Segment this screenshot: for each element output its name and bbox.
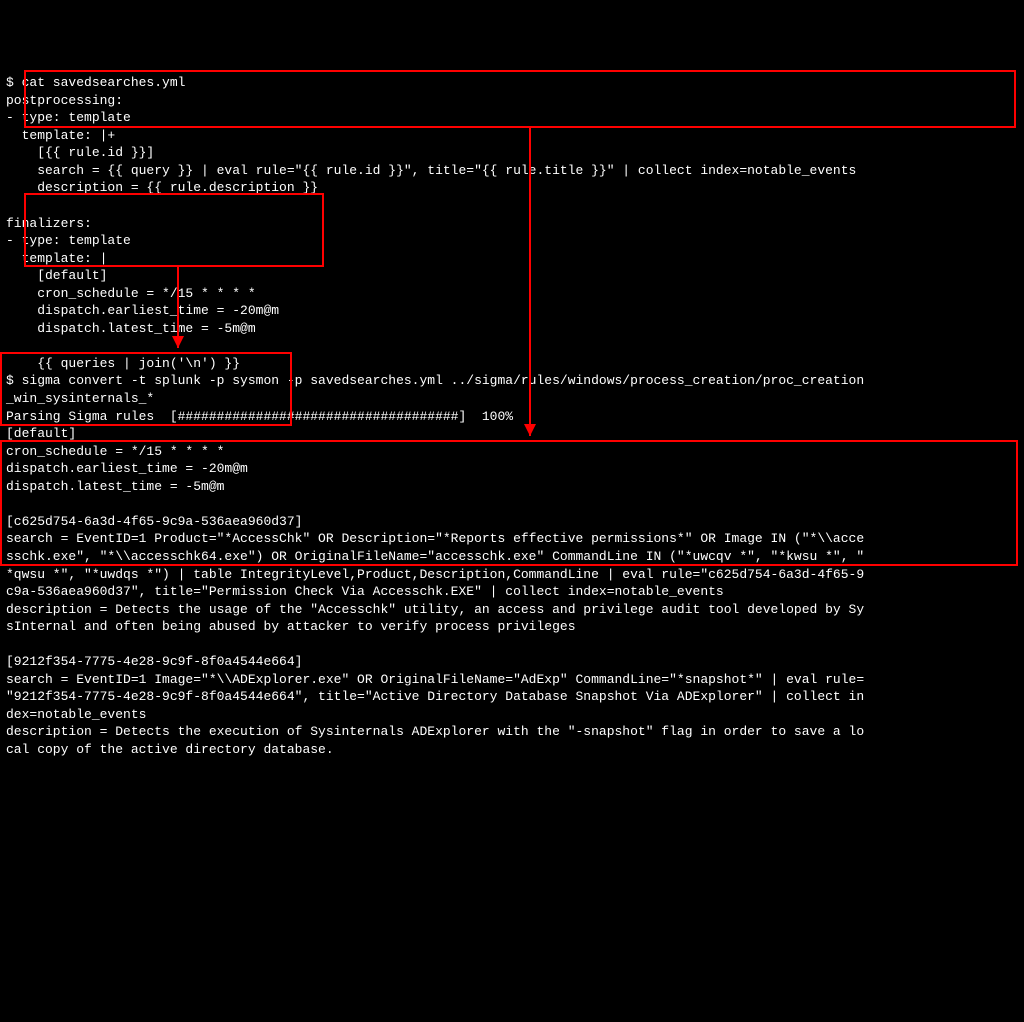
terminal-line: $ cat savedsearches.yml [6, 74, 1018, 92]
terminal-line: search = EventID=1 Product="*AccessChk" … [6, 530, 1018, 548]
terminal-line: sschk.exe", "*\\accesschk64.exe") OR Ori… [6, 548, 1018, 566]
terminal-line: dispatch.latest_time = -5m@m [6, 478, 1018, 496]
terminal-line: dispatch.earliest_time = -20m@m [6, 460, 1018, 478]
terminal-line: dex=notable_events [6, 706, 1018, 724]
terminal-line: sInternal and often being abused by atta… [6, 618, 1018, 636]
terminal-line [6, 337, 1018, 355]
terminal-line: $ sigma convert -t splunk -p sysmon -p s… [6, 372, 1018, 390]
terminal-line: - type: template [6, 232, 1018, 250]
terminal-line: [default] [6, 267, 1018, 285]
terminal-line: [{{ rule.id }}] [6, 144, 1018, 162]
terminal-line: c9a-536aea960d37", title="Permission Che… [6, 583, 1018, 601]
terminal-line: [9212f354-7775-4e28-9c9f-8f0a4544e664] [6, 653, 1018, 671]
terminal-line: Parsing Sigma rules [###################… [6, 408, 1018, 426]
terminal-line: dispatch.latest_time = -5m@m [6, 320, 1018, 338]
terminal-line: *qwsu *", "*uwdqs *") | table IntegrityL… [6, 566, 1018, 584]
terminal-line [6, 495, 1018, 513]
terminal-line: postprocessing: [6, 92, 1018, 110]
terminal-line: [c625d754-6a3d-4f65-9c9a-536aea960d37] [6, 513, 1018, 531]
terminal-line: search = {{ query }} | eval rule="{{ rul… [6, 162, 1018, 180]
terminal-line: description = {{ rule.description }} [6, 179, 1018, 197]
terminal-line: search = EventID=1 Image="*\\ADExplorer.… [6, 671, 1018, 689]
terminal-line: [default] [6, 425, 1018, 443]
terminal-line: description = Detects the execution of S… [6, 723, 1018, 741]
terminal-line: cron_schedule = */15 * * * * [6, 443, 1018, 461]
terminal-line: dispatch.earliest_time = -20m@m [6, 302, 1018, 320]
terminal-line: {{ queries | join('\n') }} [6, 355, 1018, 373]
terminal-line: cron_schedule = */15 * * * * [6, 285, 1018, 303]
terminal-line: template: | [6, 250, 1018, 268]
terminal-line [6, 197, 1018, 215]
terminal-line: description = Detects the usage of the "… [6, 601, 1018, 619]
terminal-line: _win_sysinternals_* [6, 390, 1018, 408]
terminal-line: finalizers: [6, 215, 1018, 233]
terminal-line: cal copy of the active directory databas… [6, 741, 1018, 759]
terminal-line: - type: template [6, 109, 1018, 127]
terminal-line: "9212f354-7775-4e28-9c9f-8f0a4544e664", … [6, 688, 1018, 706]
terminal-line: template: |+ [6, 127, 1018, 145]
terminal-output: $ cat savedsearches.ymlpostprocessing:- … [6, 74, 1018, 758]
terminal-line [6, 636, 1018, 654]
